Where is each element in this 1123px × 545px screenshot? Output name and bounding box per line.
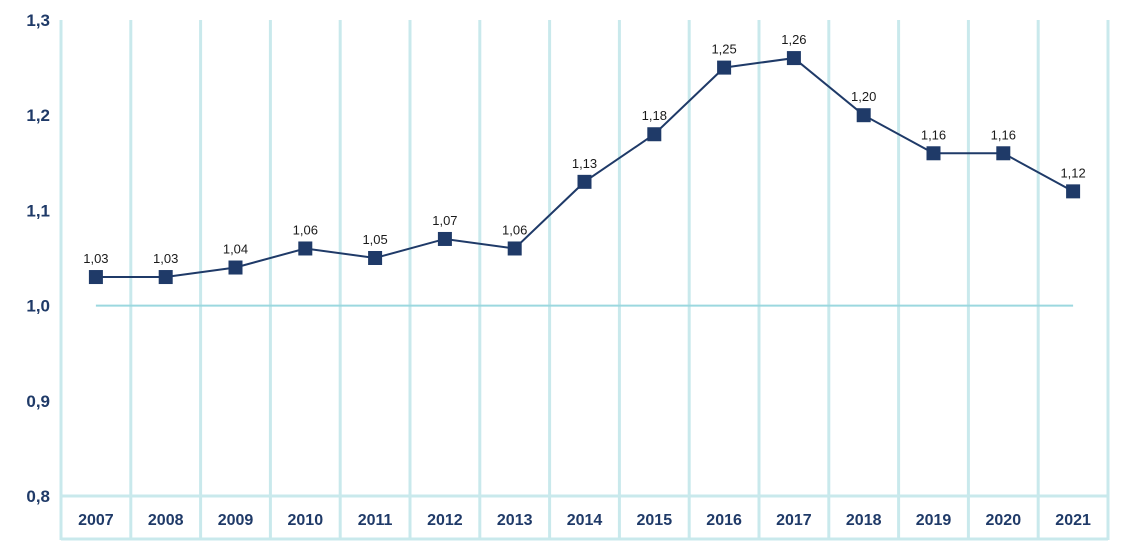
data-labels: 1,03 1,03 1,04 1,06 1,05 1,07 1,06 1,13 1,18 1,25… (83, 32, 1086, 266)
data-point-marker (228, 260, 243, 275)
data-label: 1,03 (83, 251, 108, 266)
y-tick-label: 1,2 (26, 106, 50, 125)
data-label: 1,16 (991, 127, 1016, 142)
data-point-marker (786, 51, 801, 66)
y-tick-label: 1,1 (26, 201, 50, 220)
data-point-marker (88, 270, 103, 285)
data-point-marker (1066, 184, 1081, 199)
data-point-marker (647, 127, 662, 142)
series (88, 51, 1081, 285)
data-label: 1,20 (851, 89, 876, 104)
y-axis: 0,8 0,9 1,0 1,1 1,2 1,3 (26, 11, 50, 506)
data-label: 1,03 (153, 251, 178, 266)
data-label: 1,12 (1060, 165, 1085, 180)
x-tick-label: 2018 (846, 512, 882, 529)
x-tick-label: 2016 (706, 512, 742, 529)
x-axis: 2007 2008 2009 2010 2011 2012 2013 2014 2015 2016… (78, 512, 1091, 529)
data-point-marker (577, 174, 592, 189)
data-label: 1,04 (223, 242, 248, 257)
data-label: 1,06 (502, 222, 527, 237)
data-point-marker (437, 231, 452, 246)
y-tick-label: 1,3 (26, 11, 50, 30)
x-tick-label: 2020 (986, 512, 1022, 529)
data-label: 1,26 (781, 32, 806, 47)
data-label: 1,06 (293, 222, 318, 237)
x-tick-label: 2019 (916, 512, 952, 529)
data-point-marker (856, 108, 871, 123)
data-label: 1,25 (711, 42, 736, 57)
x-tick-label: 2007 (78, 512, 114, 529)
x-tick-label: 2014 (567, 512, 603, 529)
x-tick-label: 2021 (1055, 512, 1091, 529)
x-tick-label: 2013 (497, 512, 533, 529)
x-tick-label: 2009 (218, 512, 254, 529)
x-tick-label: 2010 (288, 512, 324, 529)
data-label: 1,16 (921, 127, 946, 142)
data-point-marker (298, 241, 313, 256)
data-label: 1,07 (432, 213, 457, 228)
x-tick-label: 2017 (776, 512, 812, 529)
data-point-marker (507, 241, 522, 256)
data-label: 1,05 (362, 232, 387, 247)
data-point-marker (717, 60, 732, 75)
grid (59, 20, 1110, 541)
y-tick-label: 0,9 (26, 392, 50, 411)
y-tick-label: 0,8 (26, 487, 50, 506)
x-tick-label: 2008 (148, 512, 184, 529)
data-point-marker (926, 146, 941, 161)
data-point-marker (996, 146, 1011, 161)
x-tick-label: 2015 (637, 512, 673, 529)
x-tick-label: 2012 (427, 512, 463, 529)
x-tick-label: 2011 (358, 512, 393, 529)
y-tick-label: 1,0 (26, 297, 50, 316)
data-label: 1,13 (572, 156, 597, 171)
data-point-marker (368, 251, 383, 265)
data-label: 1,18 (642, 108, 667, 123)
data-point-marker (158, 270, 173, 285)
